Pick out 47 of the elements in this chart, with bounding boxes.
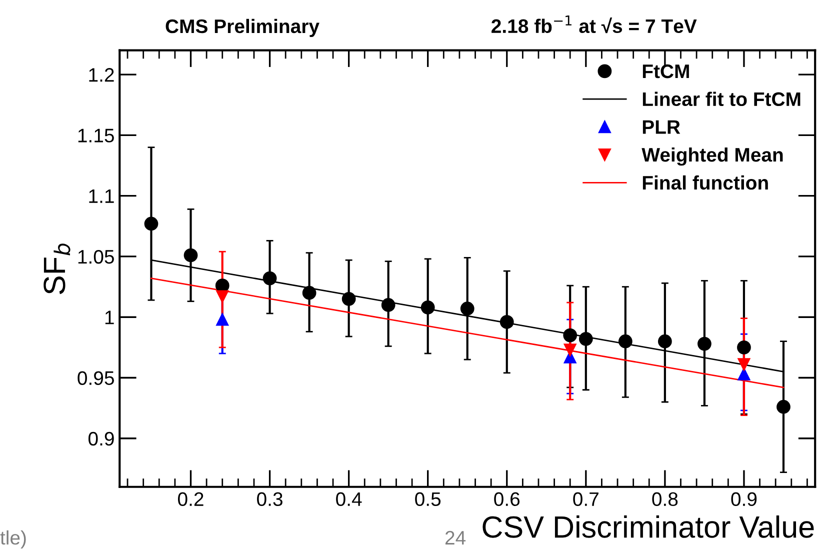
legend-label: PLR — [642, 120, 680, 134]
legend-label: FtCM — [642, 64, 689, 78]
point — [216, 290, 229, 303]
point — [216, 313, 229, 326]
x-tick-label: 0.4 — [336, 492, 362, 506]
x-tick-label: 0.6 — [494, 492, 520, 506]
text: 24 — [445, 530, 466, 544]
point — [618, 334, 632, 348]
y-tick-label: 0.9 — [88, 432, 114, 446]
text: tle) — [0, 530, 26, 548]
point — [342, 292, 356, 306]
x-tick-label: 0.9 — [731, 492, 757, 506]
point — [698, 336, 712, 351]
x-tick-label: 0.2 — [178, 492, 204, 506]
point — [184, 248, 198, 262]
point — [381, 298, 396, 312]
point — [302, 286, 316, 300]
point — [262, 271, 277, 286]
chart-subtitle: 2.18 fb$^{−1}$ at √s = 7 TeV — [492, 15, 697, 34]
y-tick-label: 1.2 — [89, 68, 114, 82]
y-tick-label: 1.15 — [78, 128, 114, 142]
legend-label: Final function — [642, 175, 768, 190]
x-tick-label: 0.5 — [415, 492, 441, 506]
point — [738, 368, 750, 380]
point — [737, 340, 751, 354]
point — [500, 315, 514, 329]
y-tick-label: 1 — [105, 310, 114, 324]
point — [420, 300, 435, 314]
chart-title: CMS Preliminary — [166, 18, 320, 38]
point — [564, 344, 576, 356]
point — [144, 216, 158, 231]
legend-label: Weighted Mean — [642, 147, 783, 166]
point — [578, 332, 593, 346]
point — [658, 334, 672, 348]
x-tick-label: 0.7 — [573, 492, 598, 506]
x-tick-label: 0.3 — [257, 492, 282, 506]
y-tick-label: 1.05 — [78, 250, 114, 264]
y-axis-title: SF$_{b}$ — [44, 244, 70, 294]
x-axis-title: CSV Discriminator Value — [482, 515, 814, 538]
point — [776, 400, 790, 414]
point — [738, 358, 750, 371]
y-tick-label: 0.95 — [78, 371, 114, 385]
legend-label: Linear fit to FtCM — [642, 92, 800, 106]
x-tick-label: 0.8 — [652, 492, 678, 506]
point — [460, 302, 474, 316]
y-tick-label: 1.1 — [89, 190, 114, 203]
point — [563, 328, 578, 342]
